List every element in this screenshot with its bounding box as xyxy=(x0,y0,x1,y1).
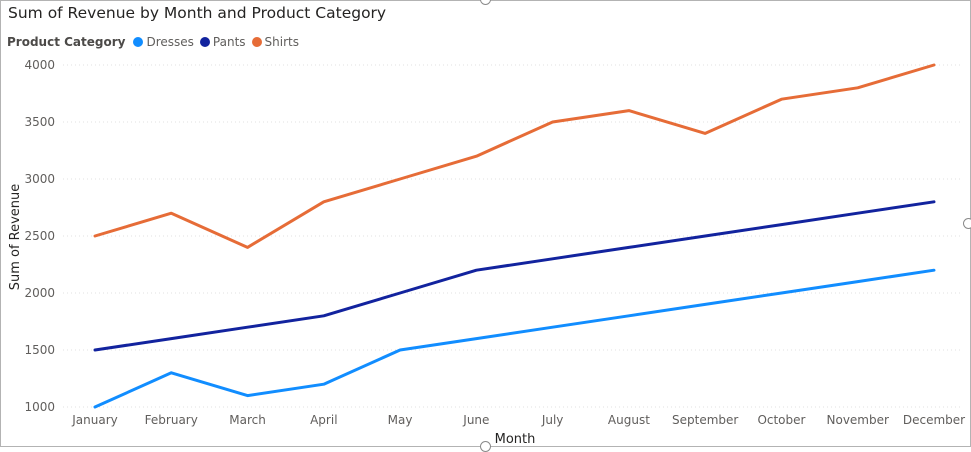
x-tick-label: January xyxy=(71,413,118,427)
y-tick-label: 3000 xyxy=(24,172,55,186)
chart-title: Sum of Revenue by Month and Product Cate… xyxy=(8,4,387,22)
y-tick-label: 3500 xyxy=(24,115,55,129)
x-tick-label: May xyxy=(388,413,413,427)
chart-legend: Product Category Dresses Pants Shirts xyxy=(7,35,305,49)
x-tick-label: July xyxy=(541,413,564,427)
y-tick-label: 2500 xyxy=(24,229,55,243)
legend-title: Product Category xyxy=(7,35,126,49)
y-axis-title: Sum of Revenue xyxy=(8,184,23,291)
x-tick-label: November xyxy=(827,413,889,427)
series-line-dresses xyxy=(93,268,936,409)
legend-label-shirts: Shirts xyxy=(264,35,299,49)
legend-item-pants[interactable]: Pants xyxy=(199,35,246,49)
legend-marker-dresses xyxy=(133,37,144,47)
y-tick-label: 2000 xyxy=(24,286,55,300)
legend-label-dresses: Dresses xyxy=(146,35,194,49)
x-tick-label: February xyxy=(145,413,198,427)
y-tick-label: 4000 xyxy=(24,58,55,72)
series-line-shirts xyxy=(93,63,936,249)
x-tick-label: September xyxy=(672,413,738,427)
legend-label-pants: Pants xyxy=(212,35,246,49)
x-axis-title: Month xyxy=(495,432,536,446)
legend-item-shirts[interactable]: Shirts xyxy=(251,35,299,49)
x-tick-label: March xyxy=(229,413,266,427)
series-line-pants xyxy=(93,200,936,352)
legend-marker-shirts xyxy=(251,37,262,47)
x-tick-label: October xyxy=(757,413,805,427)
legend-item-dresses[interactable]: Dresses xyxy=(133,35,194,49)
y-tick-label: 1500 xyxy=(24,343,55,357)
x-tick-label: December xyxy=(903,413,965,427)
legend-marker-pants xyxy=(199,37,210,47)
x-tick-label: June xyxy=(462,413,489,427)
x-tick-label: August xyxy=(608,413,650,427)
y-tick-label: 1000 xyxy=(24,400,55,414)
resize-handle-right[interactable] xyxy=(963,218,971,229)
x-tick-label: April xyxy=(310,413,337,427)
